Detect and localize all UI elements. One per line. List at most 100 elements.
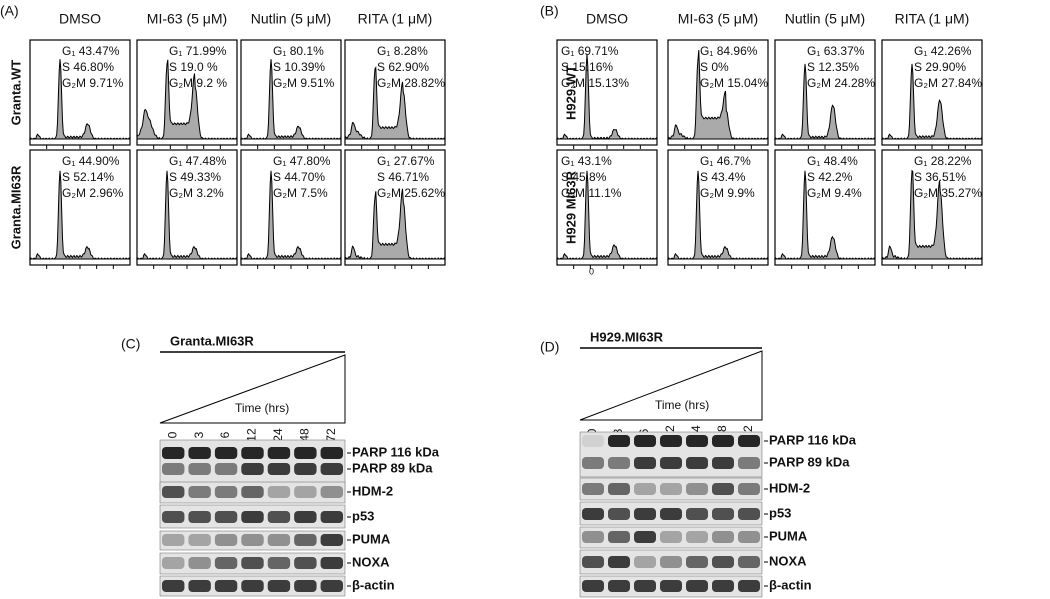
blot-band	[188, 447, 211, 459]
time-wedge	[579, 350, 763, 421]
blot-band	[241, 557, 264, 569]
blot-band	[162, 557, 185, 569]
blot-band	[214, 557, 238, 569]
cycle-stat: G₁ 27.67%	[377, 154, 435, 168]
blot-band	[660, 435, 682, 447]
blot-band	[634, 508, 656, 520]
cycle-stat: S 46.80%	[62, 60, 114, 74]
blot-band	[320, 557, 343, 569]
blot-band	[686, 435, 708, 447]
histogram	[773, 170, 876, 260]
blot-band	[582, 435, 604, 447]
cycle-stat: G₁ 48.4%	[807, 154, 858, 168]
blot-band	[608, 508, 630, 520]
blot-band	[634, 457, 656, 469]
column-header: MI-63 (5 μM)	[678, 11, 758, 27]
cycle-stat: G₂M 15.04%	[700, 76, 768, 90]
blot-band	[214, 447, 238, 459]
blot-band	[608, 435, 630, 447]
lane-label: 72	[324, 428, 338, 442]
blot-band	[686, 531, 708, 543]
cycle-stat: S 10.39%	[273, 60, 325, 74]
cycle-stat: G₂M 28.82%	[377, 76, 445, 90]
cycle-stat: S 45.8%	[561, 170, 607, 184]
blot-band	[188, 486, 211, 498]
blot-band	[214, 463, 238, 475]
histogram	[135, 170, 238, 260]
band-label: NOXA	[769, 553, 807, 568]
column-header: DMSO	[586, 11, 628, 27]
blot-band	[738, 531, 760, 543]
column-header: Nutlin (5 μM)	[785, 11, 865, 27]
blot-band	[267, 463, 291, 475]
cycle-stat: S 62.90%	[377, 60, 429, 74]
blot-band	[608, 531, 630, 543]
blot-band	[712, 580, 734, 592]
time-wedge	[159, 354, 346, 424]
cycle-stat: S 46.71%	[377, 170, 429, 184]
blot-band	[608, 580, 630, 592]
histogram	[555, 170, 658, 260]
blot-band	[712, 556, 734, 568]
cycle-stat: S 44.70%	[273, 170, 325, 184]
cycle-stat: S 42.2%	[807, 170, 853, 184]
blot-band	[214, 511, 238, 523]
cycle-stat: S 15.16%	[561, 60, 613, 74]
blot-band	[162, 534, 185, 546]
cycle-stat: G₁ 71.99%	[169, 44, 227, 58]
histogram	[666, 170, 769, 260]
column-header: Nutlin (5 μM)	[251, 11, 331, 27]
cycle-stat: G₂M 27.84%	[914, 76, 982, 90]
axis-note: 0	[589, 266, 594, 276]
cycle-stat: G₁ 47.48%	[169, 154, 227, 168]
blot-band	[188, 557, 211, 569]
cycle-stat: G₁ 63.37%	[807, 44, 865, 58]
panel-label: (B)	[540, 3, 559, 19]
blot-band	[267, 486, 291, 498]
blot-band	[188, 580, 211, 592]
panel-label: (C)	[121, 336, 140, 352]
blot-band	[241, 534, 264, 546]
time-label: Time (hrs)	[655, 398, 709, 412]
blot-band	[294, 511, 317, 523]
blot-band	[294, 486, 317, 498]
blot-band	[660, 457, 682, 469]
blot-band	[241, 511, 264, 523]
histogram	[344, 188, 446, 260]
blot-band	[162, 511, 185, 523]
blot-band	[738, 435, 760, 447]
histogram	[344, 66, 446, 140]
lane-label: 48	[298, 428, 312, 442]
panel-label: (A)	[0, 3, 19, 19]
blot-band	[738, 556, 760, 568]
histogram	[239, 170, 342, 260]
cycle-stat: G₁ 84.96%	[700, 44, 758, 58]
band-label: NOXA	[352, 554, 390, 569]
histogram	[136, 59, 238, 140]
band-label: PUMA	[769, 528, 808, 543]
blot-band	[634, 435, 656, 447]
blot-band	[582, 531, 604, 543]
blot-band	[660, 556, 682, 568]
band-label: PARP 89 kDa	[352, 460, 433, 475]
cycle-stat: S 29.90%	[914, 60, 966, 74]
band-label: p53	[352, 508, 374, 523]
histogram	[773, 63, 876, 140]
cycle-stat: G₁ 8.28%	[377, 44, 428, 58]
cycle-stat: G₂M 25.62%	[377, 186, 445, 200]
blot-band	[241, 580, 264, 592]
row-label: H929 MI63R	[563, 170, 578, 244]
histogram	[28, 170, 131, 260]
blot-band	[320, 511, 343, 523]
blot-band	[582, 508, 604, 520]
cycle-stat: G₁ 69.71%	[561, 44, 619, 58]
band-label: β-actin	[769, 577, 812, 592]
blot-band	[294, 534, 317, 546]
blot-band	[162, 580, 185, 592]
blot-band	[582, 457, 604, 469]
blot-band	[188, 511, 211, 523]
cycle-stat: G₂M 15.13%	[561, 76, 629, 90]
blot-band	[294, 557, 317, 569]
row-label: Granta.MI63R	[8, 165, 23, 249]
